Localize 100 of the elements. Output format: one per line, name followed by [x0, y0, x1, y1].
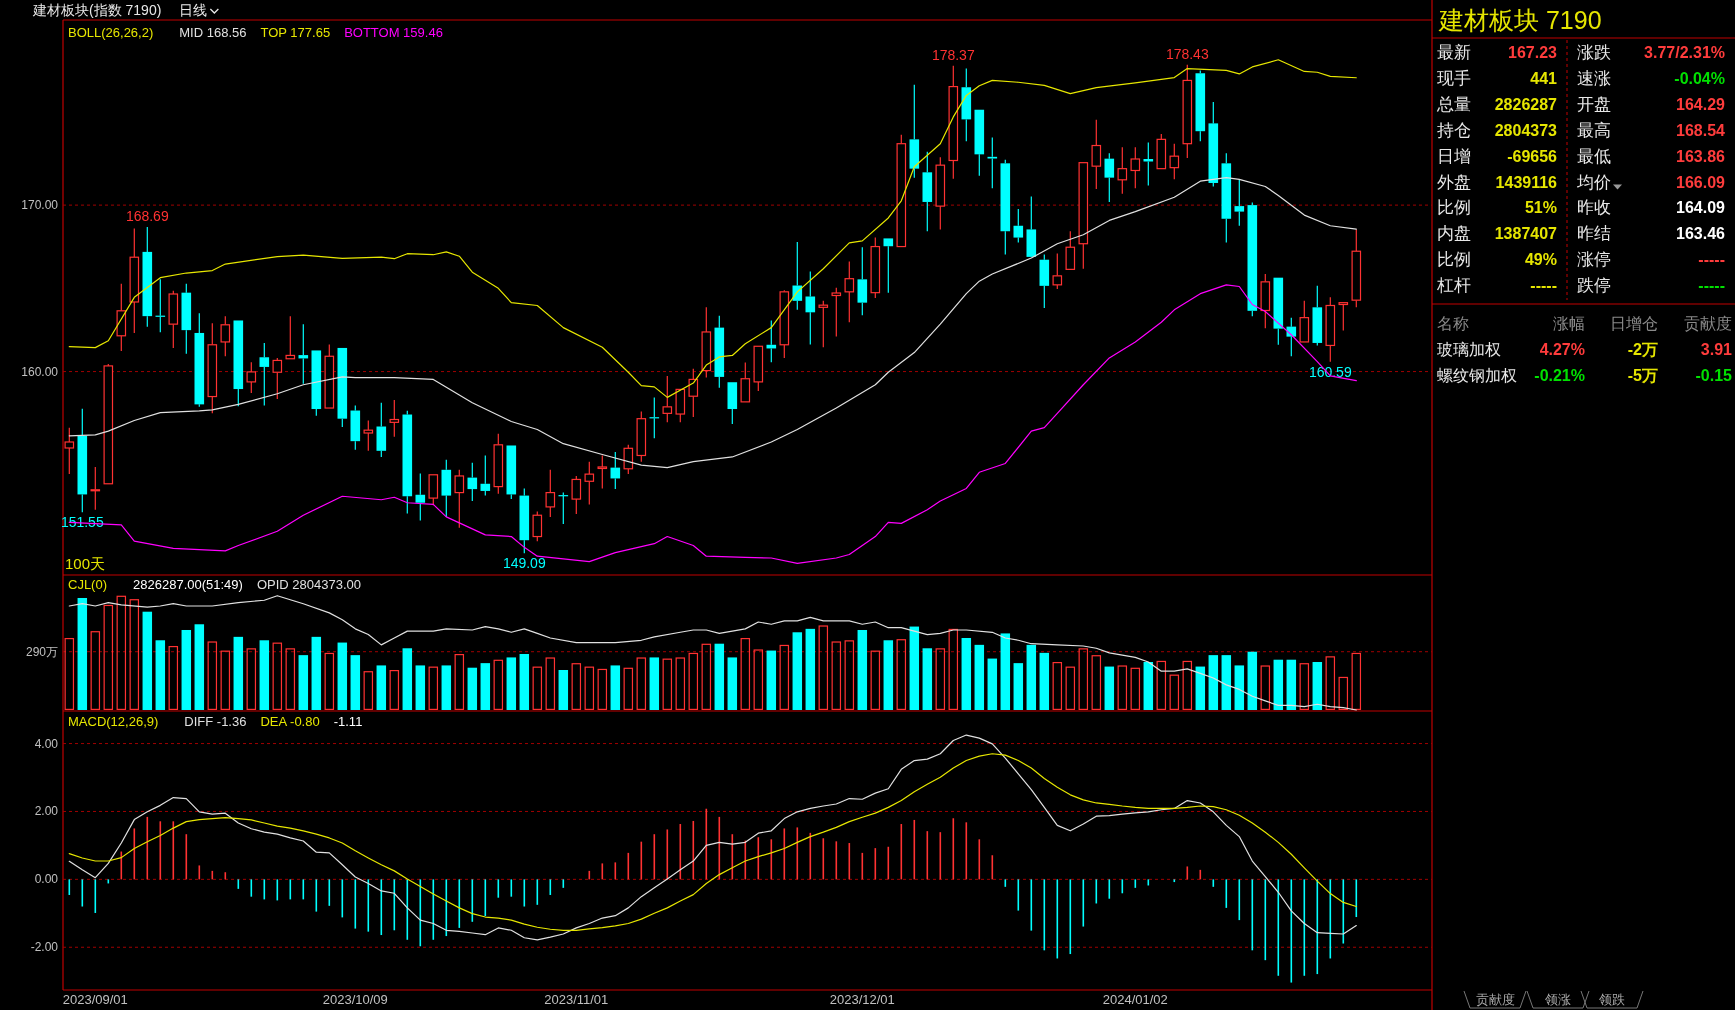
text: 2804373	[1494, 121, 1558, 139]
bar	[480, 663, 491, 710]
bar	[636, 657, 647, 710]
bar	[1143, 661, 1154, 710]
x-tick-label: 2023/12/01	[829, 992, 895, 1007]
bar	[1169, 674, 1180, 710]
bar	[675, 657, 686, 710]
text: -----	[1698, 277, 1725, 295]
bar	[103, 604, 114, 710]
bar	[1234, 665, 1245, 710]
candlestick	[1338, 302, 1349, 332]
bar	[597, 668, 608, 710]
annotation: 100天	[65, 555, 106, 572]
bar	[571, 663, 582, 710]
bar	[896, 639, 907, 710]
bar	[402, 648, 413, 710]
candlestick	[1026, 195, 1037, 257]
bar	[1104, 666, 1115, 710]
bar	[415, 665, 426, 710]
bar	[688, 652, 699, 710]
candlestick	[1091, 119, 1102, 190]
bar	[1273, 659, 1284, 710]
series-label: OPID 2804373.00	[256, 577, 361, 592]
bar	[1195, 666, 1206, 710]
x-tick-label: 2023/11/01	[544, 992, 609, 1007]
text: 领跌	[1599, 992, 1625, 1007]
bar	[909, 626, 920, 710]
annotation: 178.43	[1165, 45, 1209, 62]
text: -----	[1698, 251, 1725, 269]
bar	[948, 628, 959, 710]
bar	[883, 640, 894, 710]
bar	[376, 665, 387, 710]
bar	[1247, 651, 1258, 710]
chart-subtitle: 2826287.00(51:49)	[133, 577, 243, 592]
bar	[441, 665, 452, 710]
bar	[1091, 655, 1102, 710]
text: 163.46	[1676, 225, 1726, 243]
bar	[272, 642, 283, 710]
bar	[649, 657, 660, 710]
text: 比例	[1437, 250, 1471, 270]
bar	[129, 599, 140, 710]
bar	[1299, 663, 1310, 710]
text: 持仓	[1437, 120, 1471, 140]
x-tick-label: 2023/10/09	[322, 992, 388, 1007]
bar	[350, 655, 361, 710]
text: 现手	[1437, 68, 1471, 88]
text: 涨停	[1577, 250, 1611, 270]
bar	[584, 666, 595, 710]
annotation: 178.37	[931, 46, 975, 63]
bar	[974, 644, 985, 710]
text: 外盘	[1437, 172, 1471, 192]
y-tick-label: 4.00	[34, 736, 59, 751]
legend-label: MID 168.56	[179, 25, 247, 40]
text: 最低	[1577, 146, 1611, 166]
bar	[1221, 655, 1232, 710]
bar	[90, 631, 101, 710]
text: 163.86	[1676, 147, 1726, 165]
text: -----	[1530, 277, 1557, 295]
candlestick	[948, 65, 959, 180]
bar	[532, 666, 543, 710]
candlestick	[1104, 152, 1115, 203]
bar	[168, 645, 179, 710]
text: 涨跌	[1577, 43, 1611, 62]
bar	[610, 665, 621, 710]
bar	[844, 640, 855, 710]
candlestick	[129, 227, 140, 334]
ref-line-label: 290万	[25, 644, 58, 659]
text: 日增	[1437, 146, 1471, 166]
bar	[1078, 648, 1089, 710]
bar	[987, 658, 998, 710]
bar	[727, 657, 738, 710]
bar	[337, 642, 348, 710]
bar	[870, 650, 881, 710]
text: 最新	[1437, 43, 1471, 62]
bar	[1130, 667, 1141, 710]
y-tick-label: 160.00	[21, 364, 59, 379]
candlestick	[987, 136, 998, 189]
bar	[506, 657, 517, 710]
text: -5万	[1627, 367, 1658, 384]
text: 4.27%	[1539, 341, 1585, 358]
bar	[857, 629, 868, 710]
text: 昨收	[1577, 198, 1611, 218]
candlestick	[922, 151, 933, 232]
bar	[1286, 659, 1297, 710]
line-series	[68, 59, 1357, 398]
bar	[1000, 633, 1011, 710]
bar	[194, 624, 205, 710]
bar	[740, 637, 751, 710]
annotation: -1.11	[333, 714, 363, 729]
bar	[233, 636, 244, 710]
y-tick-label: -2.00	[30, 940, 59, 955]
text: 跌停	[1577, 276, 1611, 296]
bar	[1156, 660, 1167, 710]
bar	[1260, 665, 1271, 710]
bar	[454, 653, 465, 710]
text: 168.54	[1676, 121, 1726, 139]
text: 51%	[1524, 199, 1557, 217]
text: 441	[1530, 69, 1558, 87]
bar	[753, 649, 764, 710]
candlestick	[285, 315, 296, 360]
